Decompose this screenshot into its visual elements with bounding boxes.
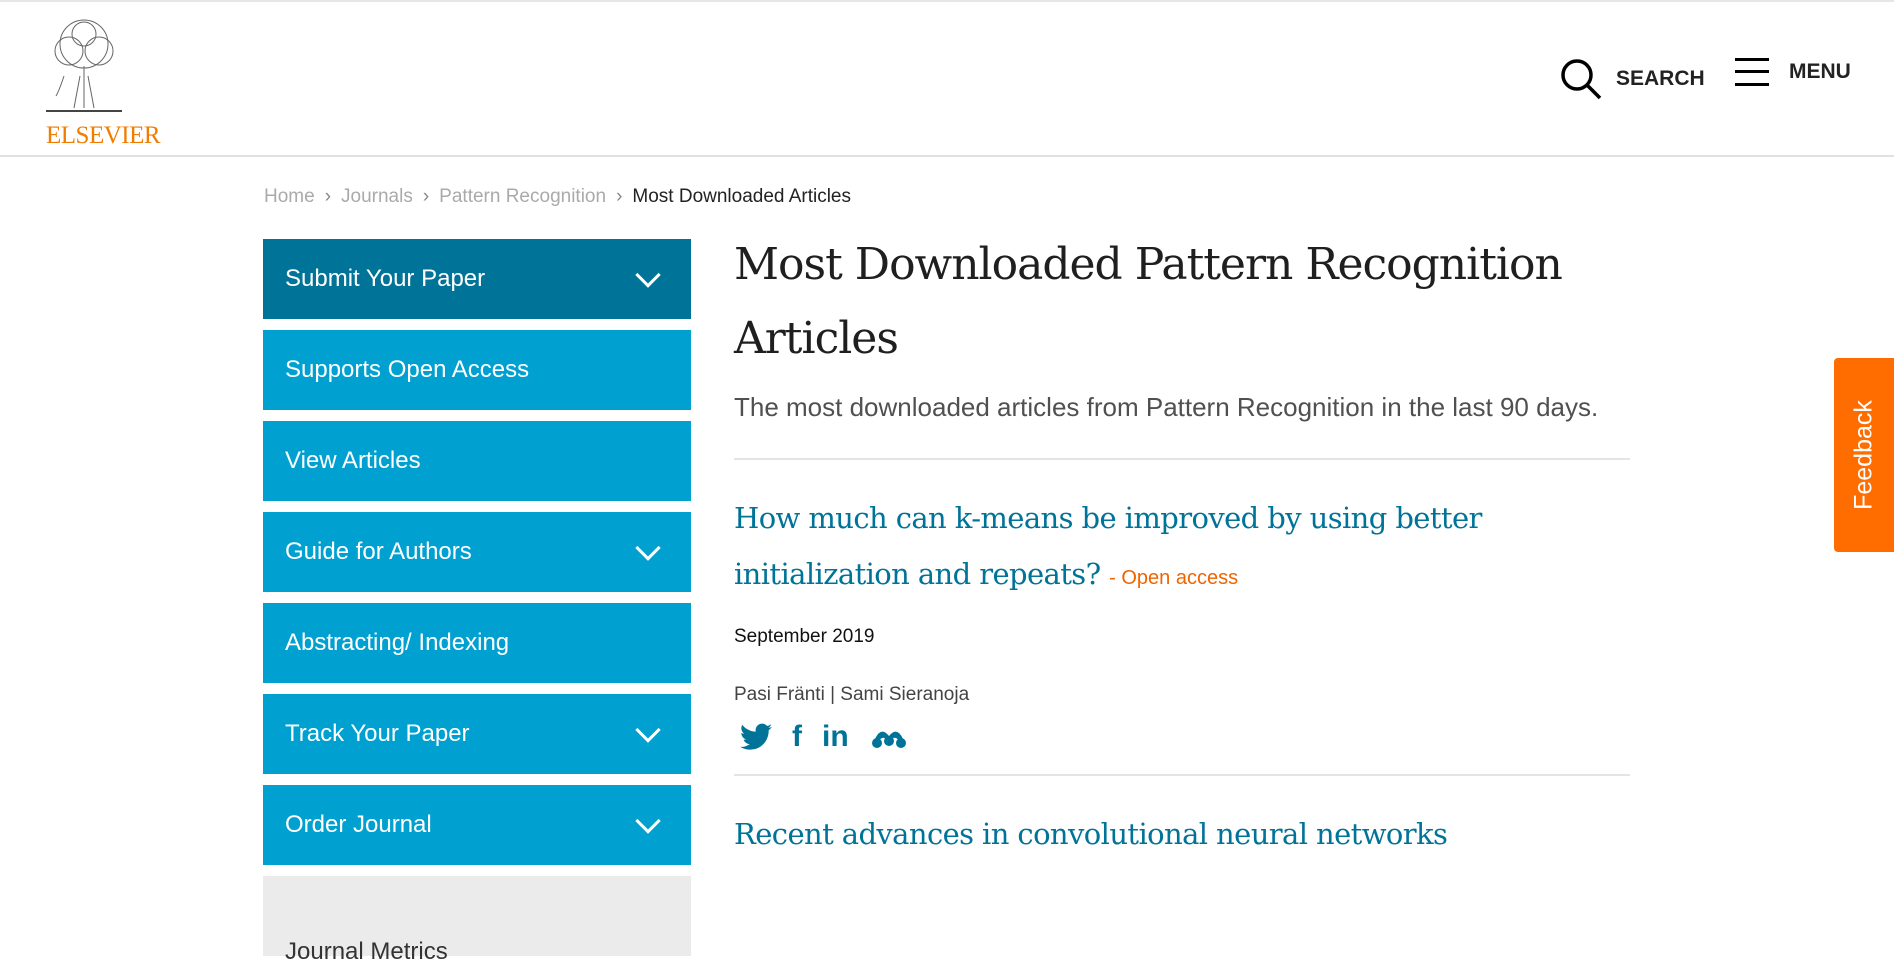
sidebar: Submit Your Paper Supports Open Access V… — [263, 239, 691, 967]
tree-logo-icon — [46, 19, 122, 112]
article-title[interactable]: Recent advances in convolutional neural … — [734, 817, 1448, 851]
page-subtitle: The most downloaded articles from Patter… — [734, 392, 1599, 422]
search-icon — [1561, 59, 1602, 100]
chevron-down-icon — [635, 262, 661, 288]
breadcrumb-home[interactable]: Home — [264, 186, 315, 207]
breadcrumb-separator: › — [324, 186, 332, 207]
sidebar-item-track-your-paper[interactable]: Track Your Paper — [263, 694, 691, 774]
breadcrumb-journals[interactable]: Journals — [341, 186, 413, 207]
top-border — [0, 0, 1894, 2]
search-button[interactable]: SEARCH — [1560, 58, 1705, 100]
main-content: Most Downloaded Pattern Recognition Arti… — [734, 228, 1630, 862]
linkedin-icon[interactable]: in — [822, 720, 849, 753]
article-title[interactable]: How much can k-means be improved by usin… — [734, 501, 1482, 591]
feedback-label: Feedback — [1849, 400, 1878, 510]
page-title: Most Downloaded Pattern Recognition Arti… — [734, 239, 1563, 364]
menu-label: MENU — [1789, 60, 1851, 83]
twitter-icon[interactable] — [740, 723, 772, 751]
sidebar-item-guide-for-authors[interactable]: Guide for Authors — [263, 512, 691, 592]
divider — [734, 458, 1630, 460]
hamburger-icon — [1735, 58, 1769, 86]
sidebar-item-abstracting-indexing[interactable]: Abstracting/ Indexing — [263, 603, 691, 683]
breadcrumb-separator: › — [616, 186, 623, 207]
open-access-badge: - Open access — [1109, 567, 1239, 589]
article-title-link[interactable]: How much can k-means be improved by usin… — [734, 490, 1630, 606]
sidebar-item-journal-metrics[interactable]: Journal Metrics — [263, 876, 691, 965]
chevron-down-icon — [635, 535, 661, 561]
share-links: f in — [734, 720, 1630, 754]
site-header: ELSEVIER SEARCH MENU — [0, 2, 1894, 157]
sidebar-item-label: Submit Your Paper — [285, 265, 486, 292]
breadcrumb-separator: › — [422, 186, 430, 207]
breadcrumb-pattern-recognition[interactable]: Pattern Recognition — [439, 186, 607, 207]
chevron-down-icon — [635, 717, 661, 743]
article-item: Recent advances in convolutional neural … — [734, 776, 1630, 862]
sidebar-item-label: Abstracting/ Indexing — [285, 629, 510, 656]
article-item: How much can k-means be improved by usin… — [734, 460, 1630, 754]
article-authors: Pasi Fränti | Sami Sieranoja — [734, 684, 970, 705]
logo-text: ELSEVIER — [46, 122, 161, 149]
elsevier-logo[interactable]: ELSEVIER — [44, 16, 164, 149]
feedback-tab[interactable]: Feedback — [1834, 358, 1894, 552]
sidebar-item-label: Guide for Authors — [285, 538, 472, 565]
sidebar-item-label: Track Your Paper — [285, 720, 470, 747]
sidebar-item-label: Supports Open Access — [285, 356, 530, 383]
sidebar-item-submit-your-paper[interactable]: Submit Your Paper — [263, 239, 691, 319]
sidebar-item-label: Order Journal — [285, 811, 432, 838]
breadcrumb: Home › Journals › Pattern Recognition › Mos… — [264, 186, 851, 208]
article-date: September 2019 — [734, 626, 875, 647]
sidebar-item-order-journal[interactable]: Order Journal — [263, 785, 691, 865]
breadcrumb-current: Most Downloaded Articles — [632, 186, 851, 207]
sidebar-item-label: View Articles — [285, 447, 421, 474]
divider — [734, 774, 1630, 776]
chevron-down-icon — [635, 808, 661, 834]
sidebar-item-label: Journal Metrics — [285, 938, 448, 965]
facebook-icon[interactable]: f — [792, 720, 802, 753]
sidebar-item-view-articles[interactable]: View Articles — [263, 421, 691, 501]
mendeley-icon[interactable] — [869, 724, 909, 750]
sidebar-item-supports-open-access[interactable]: Supports Open Access — [263, 330, 691, 410]
search-label: SEARCH — [1616, 67, 1705, 90]
menu-button[interactable]: MENU — [1735, 58, 1851, 86]
